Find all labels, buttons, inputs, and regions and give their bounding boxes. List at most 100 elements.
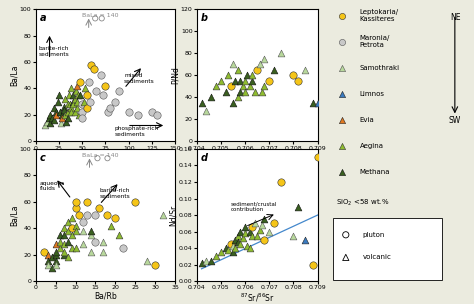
Point [241,78,249,83]
Point [88,229,95,233]
Text: pluton: pluton [363,232,385,238]
Point [76,213,83,218]
Point [64,102,72,107]
Point [72,89,80,94]
Point [52,263,59,268]
Point [52,252,59,257]
Point [258,223,266,227]
Text: Limnos: Limnos [360,91,385,97]
Point [237,78,244,83]
Point [239,236,246,241]
Point [46,112,53,117]
Point [97,73,105,78]
Point [111,99,118,104]
X-axis label: $^{87}$Sr/$^{86}$Sr: $^{87}$Sr/$^{86}$Sr [240,152,274,164]
Point [62,112,69,117]
Point [73,106,81,111]
Point [314,100,321,105]
Point [84,199,91,204]
Point [314,155,321,160]
Point [98,16,106,21]
Point [80,229,87,233]
Point [246,229,254,234]
Point [72,223,79,228]
Point [91,16,99,21]
Point [217,250,225,255]
Point [237,229,244,234]
Point [41,123,49,128]
Point [75,112,83,117]
Point [72,246,79,250]
Point [52,242,59,247]
Point [217,78,225,83]
Point [244,244,251,249]
Point [68,215,75,220]
Point [60,252,67,257]
Point [72,199,79,204]
Point [78,115,86,120]
Point [72,229,79,233]
Point [67,110,75,115]
Point [50,118,58,123]
Text: Leptokaria/
Kassiteres: Leptokaria/ Kassiteres [360,9,399,22]
Point [234,67,242,72]
Y-axis label: Ba/La: Ba/La [9,64,18,86]
Point [60,242,67,247]
Point [69,93,77,98]
Point [68,233,75,237]
Point [229,244,237,249]
Point [81,86,89,91]
Text: barite-rich
sediments: barite-rich sediments [38,46,69,57]
Point [48,115,56,120]
Point [309,100,317,105]
Point [227,84,234,89]
Point [290,233,297,238]
Point [48,266,55,271]
Point [50,106,58,111]
Point [88,250,95,254]
Point [76,79,84,84]
Point [248,233,256,238]
Point [108,223,115,228]
Point [68,226,75,231]
Point [132,199,139,204]
Point [256,62,264,67]
Text: c: c [40,153,46,163]
Point [134,112,142,117]
Point [224,247,232,252]
Point [237,89,244,94]
Point [246,84,254,89]
Point [64,115,72,120]
Point [119,246,127,250]
Point [44,259,51,264]
Point [278,180,285,185]
Point [63,119,70,124]
Point [125,110,133,115]
Text: phosphate-rich
sediments: phosphate-rich sediments [115,126,159,137]
X-axis label: P/Nd: P/Nd [97,152,114,161]
Point [208,95,215,100]
Point [100,250,107,254]
Y-axis label: P/Nd: P/Nd [171,66,179,84]
Point [104,213,111,218]
Point [71,97,79,102]
Point [60,226,67,231]
Text: BaLa = 140: BaLa = 140 [82,153,118,158]
Point [309,262,317,267]
Text: b: b [201,13,207,23]
Point [64,229,71,233]
Point [160,213,167,218]
Point [40,250,47,254]
Point [94,156,101,161]
Point [96,206,103,211]
Point [73,83,82,88]
Point [100,239,107,244]
Point [56,233,64,237]
Point [60,250,67,254]
Point [88,233,95,237]
Text: BaLa = 140: BaLa = 140 [82,13,118,18]
Y-axis label: Nd/Sr: Nd/Sr [168,205,177,226]
Point [241,225,249,230]
Point [248,225,256,230]
Point [91,66,98,71]
